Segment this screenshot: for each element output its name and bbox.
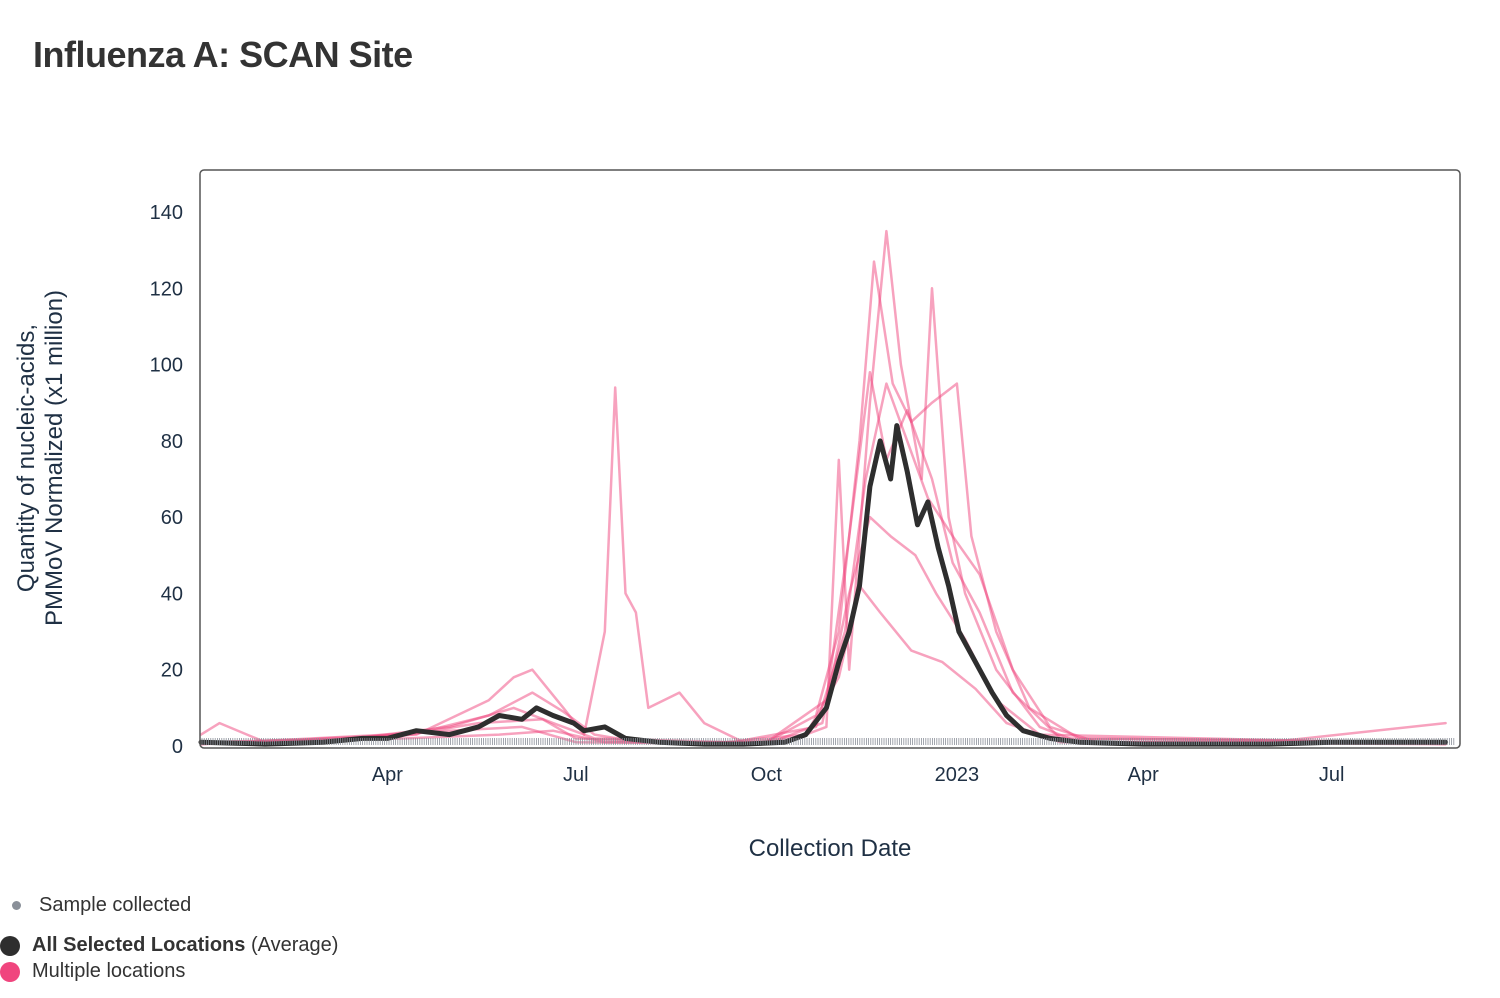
series-line-location[interactable] — [199, 382, 1447, 744]
y-tick-label: 140 — [150, 202, 183, 224]
legend-item-sample[interactable]: Sample collected — [12, 894, 191, 917]
x-axis-title: Collection Date — [749, 835, 912, 862]
series-line-location[interactable] — [199, 229, 1447, 744]
x-tick-label: Oct — [751, 764, 783, 786]
y-axis-title: Quantity of nucleic-acids, PMMoV Normali… — [13, 290, 68, 626]
y-tick-label: 40 — [161, 583, 183, 605]
series-line-average[interactable] — [198, 423, 1449, 747]
legend-label-average: All Selected Locations — [32, 934, 246, 956]
y-axis-title-line1: Quantity of nucleic-acids, — [13, 324, 40, 592]
y-tick-label: 100 — [150, 355, 183, 377]
x-axis: Apr Jul Oct 2023 Apr Jul — [372, 764, 1345, 786]
y-tick-label: 60 — [161, 507, 183, 529]
legend-label-multiple: Multiple locations — [32, 960, 186, 982]
y-tick-label: 20 — [161, 660, 183, 682]
average-dot-icon — [0, 935, 20, 956]
chart-title: Influenza A: SCAN Site — [33, 34, 413, 75]
y-axis: 0 20 40 60 80 100 120 140 — [150, 202, 183, 758]
series-line-location[interactable] — [199, 370, 1447, 744]
x-tick-label: 2023 — [935, 764, 980, 786]
series-line-location[interactable] — [199, 260, 1447, 744]
legend-label-average-suffix: (Average) — [245, 934, 339, 956]
sample-dot-icon — [12, 901, 21, 910]
series-layer — [198, 229, 1449, 747]
y-tick-label: 80 — [161, 431, 183, 453]
legend-label-sample: Sample collected — [39, 894, 192, 916]
plot-frame — [199, 169, 1461, 749]
y-axis-title-line2: PMMoV Normalized (x1 million) — [41, 290, 68, 626]
x-tick-label: Apr — [1128, 764, 1159, 786]
legend-item-average[interactable]: All Selected Locations (Average) — [0, 934, 338, 957]
x-tick-label: Jul — [563, 764, 589, 786]
x-tick-label: Jul — [1319, 764, 1345, 786]
y-tick-label: 0 — [172, 736, 183, 758]
sample-strip — [201, 738, 1455, 745]
x-tick-label: Apr — [372, 764, 403, 786]
y-tick-label: 120 — [150, 278, 183, 300]
multiple-dot-icon — [0, 961, 20, 982]
legend-item-multiple[interactable]: Multiple locations — [0, 960, 185, 983]
